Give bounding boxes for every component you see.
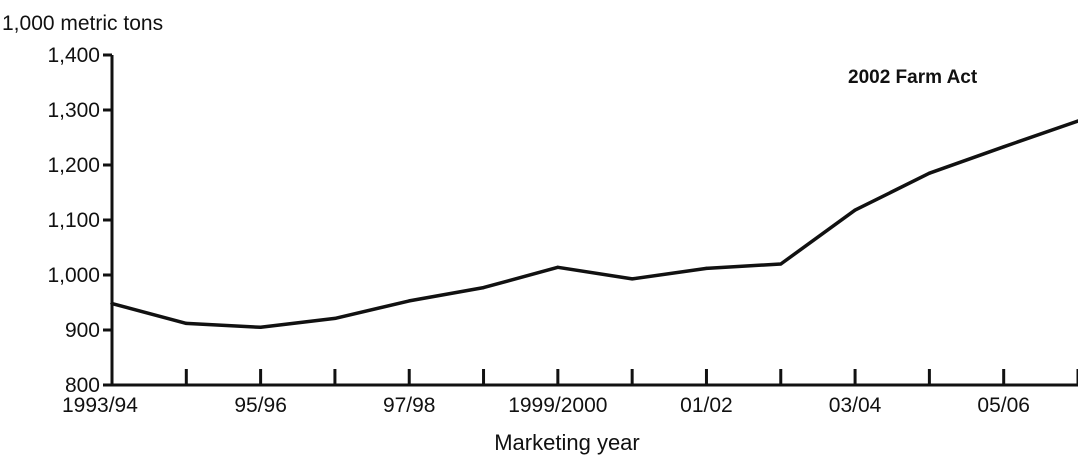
x-tick-label: 97/98 bbox=[383, 394, 436, 417]
x-tick-label: 95/96 bbox=[234, 394, 287, 417]
y-tick-label: 1,100 bbox=[47, 209, 100, 232]
x-axis-title: Marketing year bbox=[494, 430, 640, 455]
data-point bbox=[1002, 145, 1006, 149]
y-tick-label: 1,200 bbox=[47, 154, 100, 177]
data-point bbox=[853, 208, 857, 212]
x-tick-label: 1999/2000 bbox=[508, 394, 607, 417]
y-tick-label: 1,000 bbox=[47, 264, 100, 287]
x-tick-label: 03/04 bbox=[829, 394, 882, 417]
y-tick-label: 800 bbox=[65, 374, 100, 397]
data-point bbox=[556, 265, 560, 269]
data-point bbox=[110, 302, 114, 306]
x-axis: 1993/94 95/96 97/98 1999/2000 01/02 03/04 05/0… bbox=[62, 369, 1078, 417]
series-line bbox=[110, 119, 1078, 330]
data-point bbox=[481, 286, 486, 290]
y-tick-label: 900 bbox=[65, 319, 100, 342]
series-layer bbox=[110, 119, 1078, 330]
data-point bbox=[927, 171, 931, 175]
x-tick-label: 05/06 bbox=[977, 394, 1030, 417]
farm-act-annotation: 2002 Farm Act bbox=[848, 67, 978, 88]
y-tick-label: 1,300 bbox=[47, 99, 100, 122]
data-point bbox=[630, 277, 634, 281]
data-point bbox=[704, 266, 709, 270]
y-tick-label: 1,400 bbox=[47, 44, 100, 67]
x-tick-label: 01/02 bbox=[680, 394, 733, 417]
y-axis: 800 900 1,000 1,100 1,200 1,300 1,400 bbox=[47, 44, 114, 397]
data-point bbox=[333, 316, 337, 321]
data-point bbox=[184, 321, 188, 325]
data-point bbox=[407, 299, 411, 303]
data-point bbox=[259, 325, 263, 329]
y-axis-unit-label: 1,000 metric tons bbox=[2, 12, 163, 35]
data-point bbox=[779, 262, 783, 266]
x-tick-label: 1993/94 bbox=[62, 394, 138, 417]
